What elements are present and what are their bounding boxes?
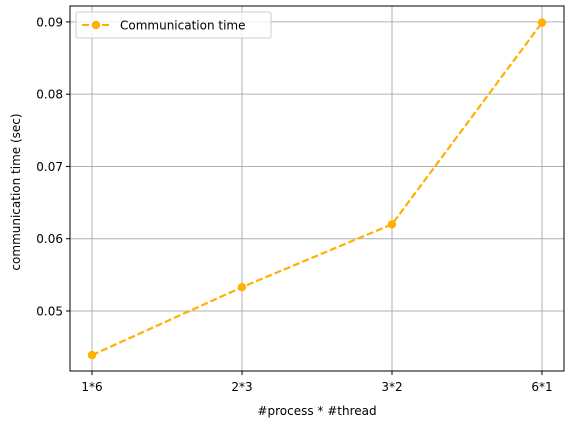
y-tick-label: 0.07 [36, 160, 63, 174]
legend-box [75, 11, 272, 39]
y-axis-ticks: 0.05 0.06 0.07 0.08 0.09 [36, 15, 70, 319]
y-axis-label: communication time (sec) [9, 113, 23, 270]
x-axis-ticks: 1*6 2*3 3*2 6*1 [81, 371, 553, 394]
y-tick-label: 0.08 [36, 88, 63, 102]
data-point [87, 350, 97, 360]
y-tick-label: 0.09 [36, 15, 63, 29]
x-tick-label: 6*1 [531, 380, 552, 394]
data-point [537, 18, 547, 27]
x-axis-label: #process * #thread [257, 404, 376, 418]
legend-marker-sample [91, 20, 101, 30]
legend: Communication time [75, 11, 272, 39]
series-layer [87, 18, 547, 360]
y-tick-label: 0.05 [36, 305, 63, 319]
plot-frame [69, 5, 565, 372]
y-tick-label: 0.06 [36, 232, 63, 246]
x-tick-label: 2*3 [231, 380, 252, 394]
grid-lines [70, 6, 564, 371]
data-point [387, 220, 397, 229]
series-line [91, 21, 543, 357]
legend-entry-label: Communication time [120, 19, 246, 33]
data-point [237, 282, 247, 292]
x-tick-label: 1*6 [81, 380, 102, 394]
x-tick-label: 3*2 [381, 380, 402, 394]
